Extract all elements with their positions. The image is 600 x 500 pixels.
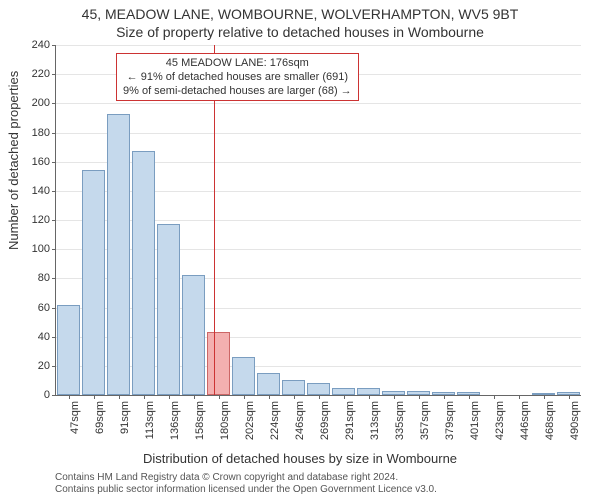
y-tick bbox=[52, 45, 56, 46]
x-axis-label: Distribution of detached houses by size … bbox=[0, 451, 600, 466]
x-tick bbox=[394, 395, 395, 399]
x-tick-label: 335sqm bbox=[394, 401, 406, 440]
x-tick bbox=[369, 395, 370, 399]
bar bbox=[157, 224, 180, 395]
footer-line-1: Contains HM Land Registry data © Crown c… bbox=[55, 472, 437, 484]
x-tick bbox=[219, 395, 220, 399]
bar bbox=[332, 388, 355, 395]
x-tick-label: 291sqm bbox=[344, 401, 356, 440]
gridline bbox=[56, 133, 581, 134]
x-tick bbox=[419, 395, 420, 399]
y-tick bbox=[52, 366, 56, 367]
y-tick bbox=[52, 162, 56, 163]
x-tick-label: 202sqm bbox=[244, 401, 256, 440]
x-tick-label: 269sqm bbox=[319, 401, 331, 440]
x-tick bbox=[519, 395, 520, 399]
y-tick-label: 140 bbox=[32, 185, 50, 197]
y-tick-label: 0 bbox=[44, 389, 50, 401]
chart-title-subtitle: Size of property relative to detached ho… bbox=[0, 24, 600, 40]
x-tick-label: 379sqm bbox=[444, 401, 456, 440]
x-tick bbox=[444, 395, 445, 399]
plot-area: 02040608010012014016018020022024047sqm69… bbox=[55, 45, 581, 396]
y-tick bbox=[52, 133, 56, 134]
annotation-line: ← 91% of detached houses are smaller (69… bbox=[123, 70, 352, 84]
y-tick-label: 40 bbox=[38, 331, 50, 343]
y-tick bbox=[52, 74, 56, 75]
x-tick-label: 113sqm bbox=[144, 401, 156, 439]
bar bbox=[57, 305, 80, 395]
bar bbox=[207, 332, 230, 395]
x-tick bbox=[144, 395, 145, 399]
footer-line-2: Contains public sector information licen… bbox=[55, 484, 437, 496]
x-tick-label: 468sqm bbox=[544, 401, 556, 440]
x-tick-label: 224sqm bbox=[269, 401, 281, 440]
y-tick-label: 180 bbox=[32, 127, 50, 139]
y-tick bbox=[52, 103, 56, 104]
x-tick bbox=[494, 395, 495, 399]
x-tick-label: 423sqm bbox=[494, 401, 506, 440]
x-tick-label: 357sqm bbox=[419, 401, 431, 440]
chart-title-address: 45, MEADOW LANE, WOMBOURNE, WOLVERHAMPTO… bbox=[0, 6, 600, 22]
y-tick-label: 240 bbox=[32, 39, 50, 51]
bar bbox=[182, 275, 205, 395]
x-tick bbox=[169, 395, 170, 399]
bar bbox=[232, 357, 255, 395]
footer-attribution: Contains HM Land Registry data © Crown c… bbox=[55, 472, 437, 496]
bar bbox=[257, 373, 280, 395]
bar bbox=[132, 151, 155, 395]
y-tick bbox=[52, 308, 56, 309]
x-tick-label: 446sqm bbox=[519, 401, 531, 440]
bar bbox=[307, 383, 330, 395]
bar bbox=[107, 114, 130, 395]
x-tick bbox=[544, 395, 545, 399]
y-tick bbox=[52, 395, 56, 396]
x-tick-label: 69sqm bbox=[94, 401, 106, 434]
x-tick-label: 47sqm bbox=[69, 401, 81, 434]
y-tick bbox=[52, 337, 56, 338]
x-tick bbox=[344, 395, 345, 399]
x-tick bbox=[69, 395, 70, 399]
chart-container: { "title_line1": "45, MEADOW LANE, WOMBO… bbox=[0, 0, 600, 500]
x-tick-label: 313sqm bbox=[369, 401, 381, 440]
x-tick bbox=[269, 395, 270, 399]
y-tick-label: 20 bbox=[38, 360, 50, 372]
y-axis-label: Number of detached properties bbox=[6, 71, 21, 250]
y-tick-label: 80 bbox=[38, 272, 50, 284]
x-tick bbox=[469, 395, 470, 399]
y-tick-label: 200 bbox=[32, 97, 50, 109]
x-tick bbox=[294, 395, 295, 399]
y-tick bbox=[52, 191, 56, 192]
annotation-line: 9% of semi-detached houses are larger (6… bbox=[123, 84, 352, 98]
x-tick-label: 246sqm bbox=[294, 401, 306, 440]
x-tick-label: 401sqm bbox=[469, 401, 481, 440]
x-tick bbox=[119, 395, 120, 399]
bar bbox=[282, 380, 305, 395]
x-tick bbox=[194, 395, 195, 399]
y-tick-label: 120 bbox=[32, 214, 50, 226]
y-tick bbox=[52, 249, 56, 250]
x-tick-label: 158sqm bbox=[194, 401, 206, 440]
x-tick-label: 136sqm bbox=[169, 401, 181, 440]
bar bbox=[82, 170, 105, 395]
x-tick-label: 180sqm bbox=[219, 401, 231, 440]
y-tick-label: 60 bbox=[38, 302, 50, 314]
y-tick-label: 220 bbox=[32, 68, 50, 80]
y-tick-label: 100 bbox=[32, 243, 50, 255]
x-tick-label: 91sqm bbox=[119, 401, 131, 434]
annotation-line: 45 MEADOW LANE: 176sqm bbox=[123, 56, 352, 70]
bar bbox=[357, 388, 380, 395]
x-tick bbox=[319, 395, 320, 399]
x-tick-label: 490sqm bbox=[569, 401, 581, 440]
annotation-box: 45 MEADOW LANE: 176sqm← 91% of detached … bbox=[116, 53, 359, 101]
gridline bbox=[56, 45, 581, 46]
x-tick bbox=[569, 395, 570, 399]
x-tick bbox=[94, 395, 95, 399]
x-tick bbox=[244, 395, 245, 399]
gridline bbox=[56, 103, 581, 104]
y-tick-label: 160 bbox=[32, 156, 50, 168]
y-tick bbox=[52, 220, 56, 221]
y-tick bbox=[52, 278, 56, 279]
